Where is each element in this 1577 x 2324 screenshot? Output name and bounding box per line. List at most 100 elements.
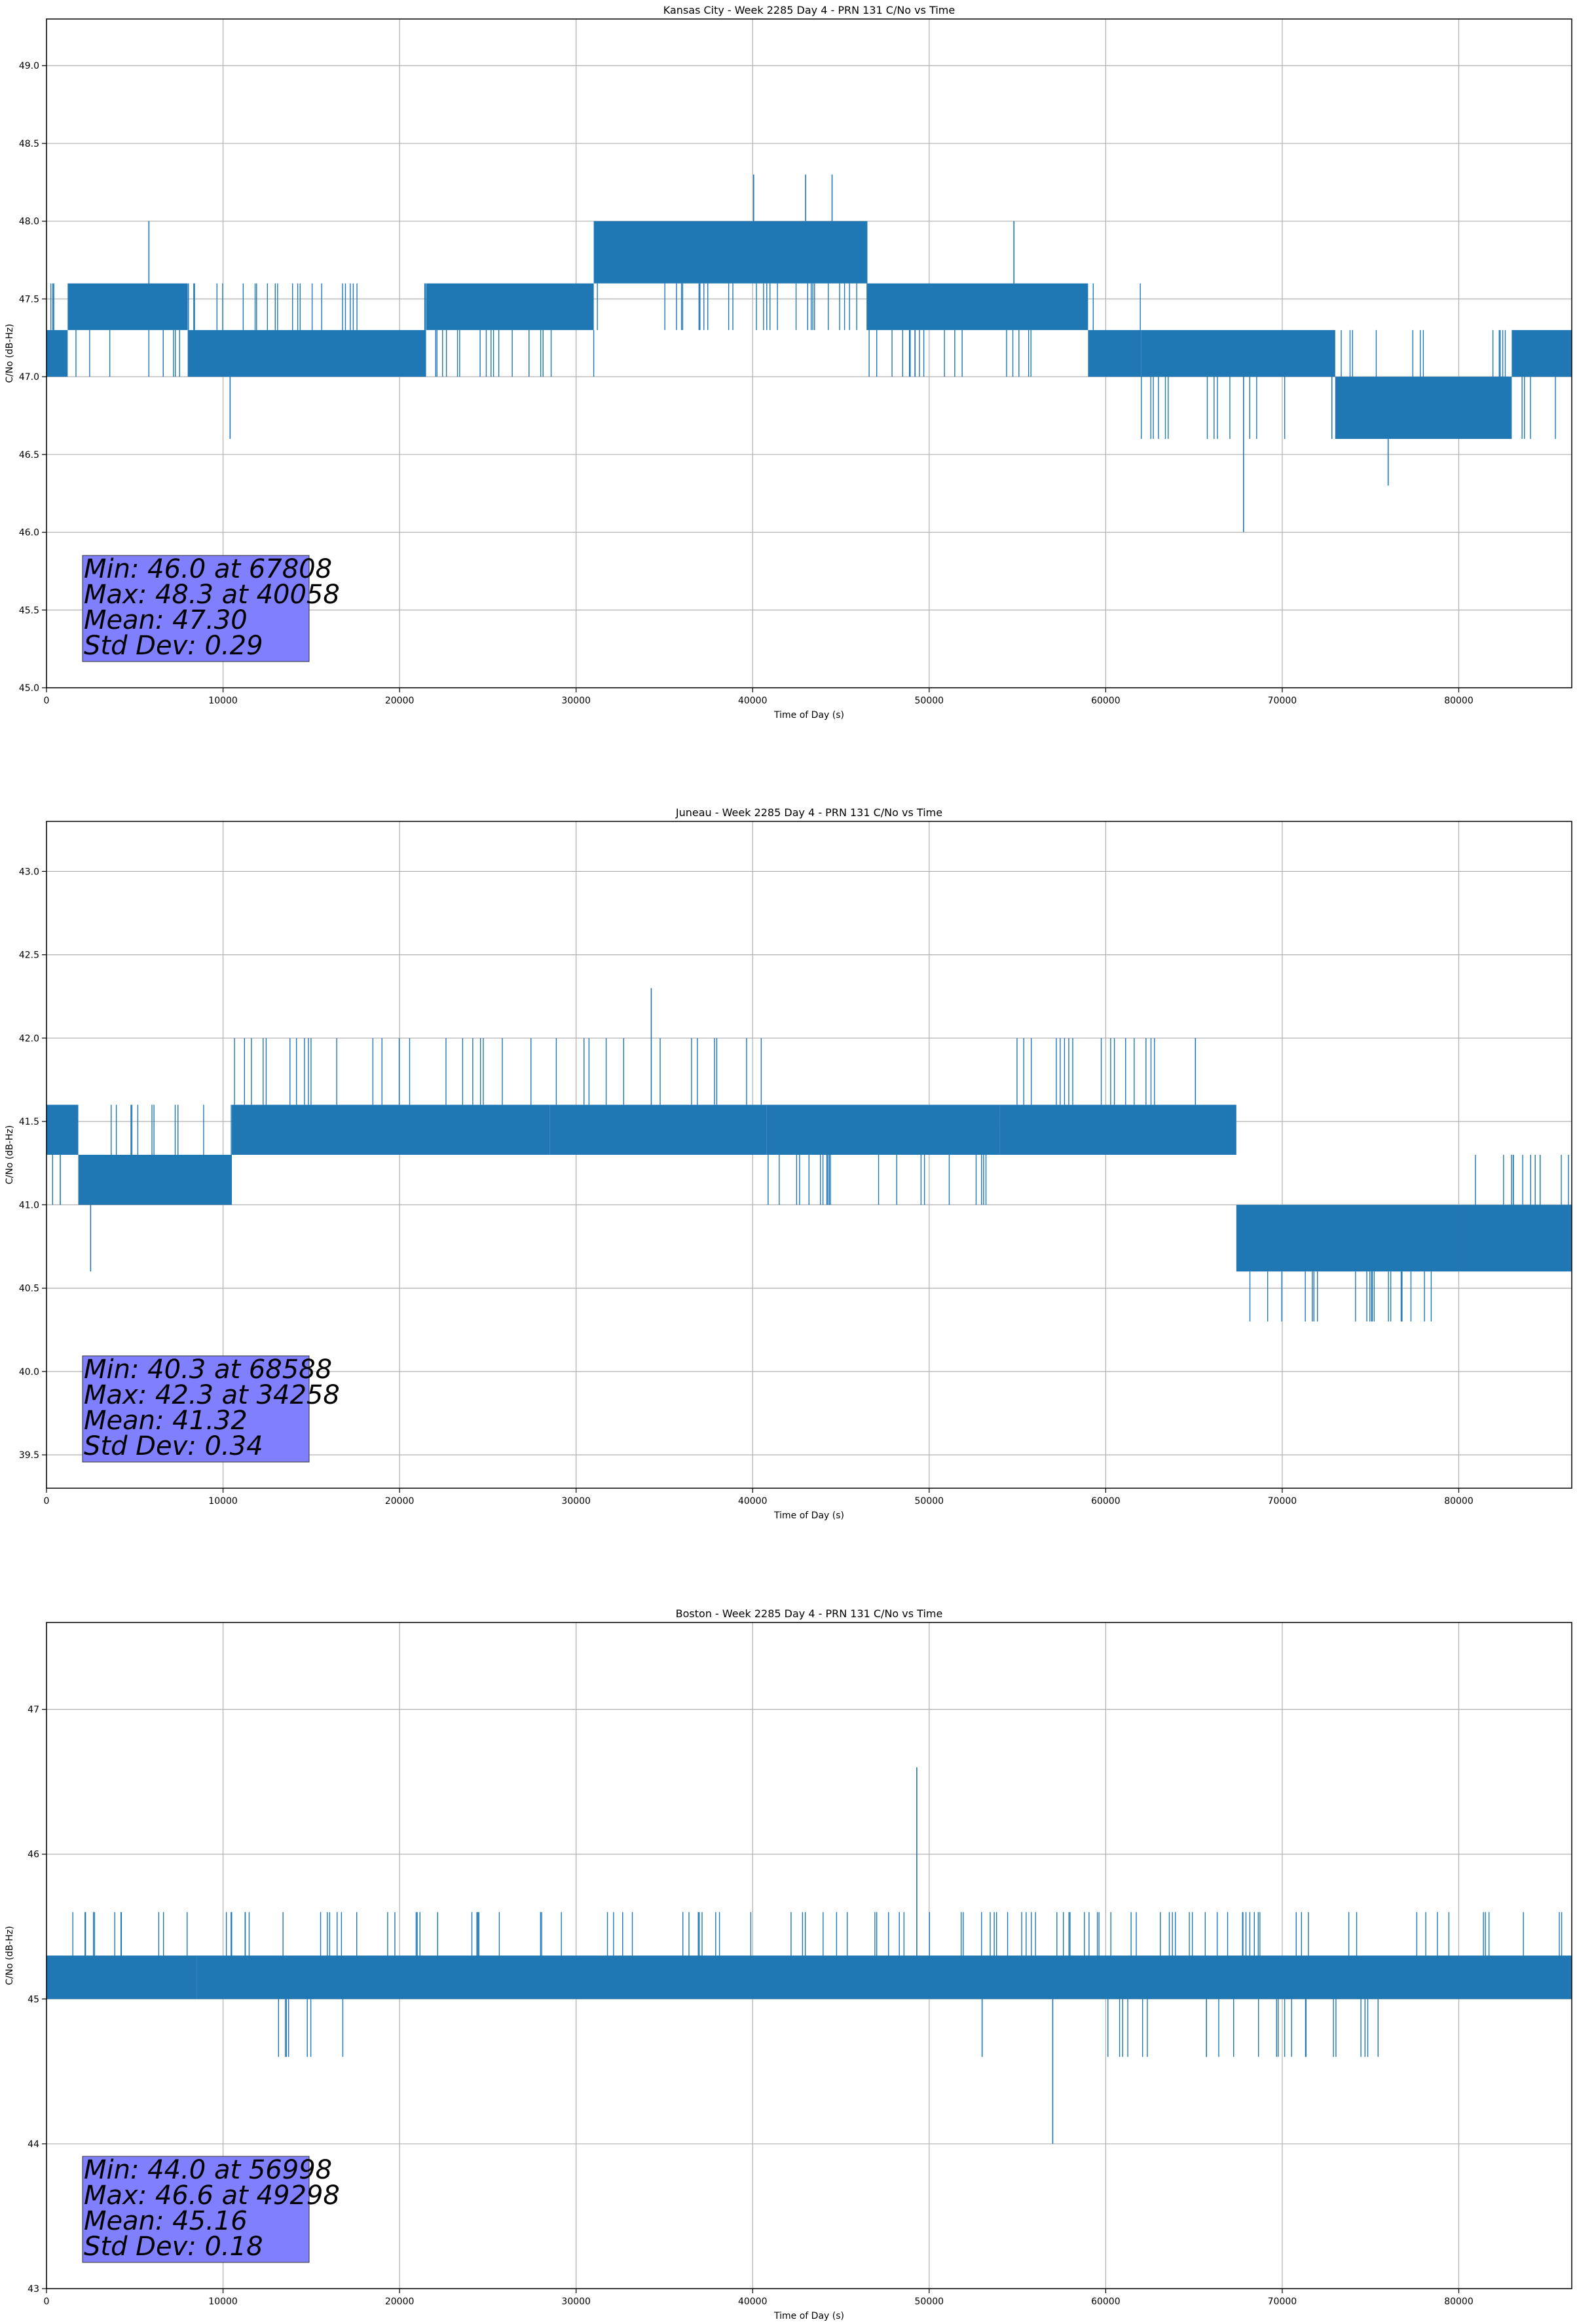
stats-line: Min: 46.0 at 67808 bbox=[84, 554, 332, 584]
x-tick-label: 40000 bbox=[738, 2296, 768, 2307]
y-tick-label: 44 bbox=[28, 2139, 39, 2150]
data-band bbox=[549, 1104, 767, 1155]
stats-line: Max: 48.3 at 40058 bbox=[84, 580, 340, 610]
x-tick-label: 10000 bbox=[208, 2296, 238, 2307]
stats-box-background bbox=[82, 2156, 310, 2263]
y-axis-label: C/No (dB-Hz) bbox=[5, 1125, 15, 1184]
y-tick-label: 42.5 bbox=[19, 950, 39, 961]
x-tick-label: 0 bbox=[44, 1496, 50, 1507]
x-tick-label: 70000 bbox=[1268, 1496, 1297, 1507]
x-tick-label: 50000 bbox=[915, 2296, 944, 2307]
data-band bbox=[766, 1104, 1000, 1155]
x-tick-label: 70000 bbox=[1268, 2296, 1297, 2307]
series-line bbox=[46, 174, 1572, 533]
y-tick-label: 49.0 bbox=[19, 61, 39, 71]
stats-line: Std Dev: 0.29 bbox=[84, 631, 263, 661]
stats-line: Std Dev: 0.34 bbox=[84, 1431, 263, 1461]
data-band bbox=[1458, 1205, 1572, 1272]
chart-title: Boston - Week 2285 Day 4 - PRN 131 C/No … bbox=[676, 1607, 943, 1620]
x-tick-label: 10000 bbox=[208, 1496, 238, 1507]
x-tick-label: 60000 bbox=[1091, 1496, 1121, 1507]
data-band bbox=[67, 283, 188, 330]
y-tick-label: 45.0 bbox=[19, 683, 39, 694]
y-axis-label: C/No (dB-Hz) bbox=[5, 1926, 15, 1985]
series-line bbox=[46, 988, 1572, 1322]
series-line bbox=[46, 1767, 1572, 2144]
x-axis-label: Time of Day (s) bbox=[773, 2311, 844, 2321]
data-band bbox=[187, 329, 426, 377]
data-band bbox=[593, 221, 868, 284]
data-band bbox=[196, 1955, 1572, 1999]
x-tick-label: 20000 bbox=[385, 1496, 415, 1507]
plot-frame bbox=[46, 1622, 1572, 2289]
ticks: 0 10000 20000 30000 40000 50000 60000 70000 8000… bbox=[19, 61, 1474, 706]
x-tick-label: 40000 bbox=[738, 1496, 768, 1507]
y-tick-label: 47.0 bbox=[19, 372, 39, 383]
stats-line: Std Dev: 0.18 bbox=[84, 2232, 263, 2262]
y-tick-label: 40.5 bbox=[19, 1284, 39, 1294]
stats-line: Max: 46.6 at 49298 bbox=[84, 2181, 340, 2211]
y-tick-label: 39.5 bbox=[19, 1450, 39, 1461]
x-tick-label: 60000 bbox=[1091, 696, 1121, 706]
chart-1: 0 10000 20000 30000 40000 50000 60000 70000 8000… bbox=[5, 4, 1572, 721]
plot-frame bbox=[46, 821, 1572, 1489]
stats-box-background bbox=[82, 1355, 310, 1463]
ticks: 0 10000 20000 30000 40000 50000 60000 70000 8000… bbox=[28, 1705, 1474, 2307]
data-band bbox=[1141, 329, 1335, 377]
stats-line: Mean: 45.16 bbox=[84, 2206, 248, 2236]
y-tick-label: 48.5 bbox=[19, 139, 39, 149]
x-tick-label: 60000 bbox=[1091, 2296, 1121, 2307]
x-tick-label: 20000 bbox=[385, 696, 415, 706]
x-axis-label: Time of Day (s) bbox=[773, 710, 844, 721]
data-band bbox=[1236, 1205, 1459, 1272]
x-tick-label: 0 bbox=[44, 2296, 50, 2307]
data-band bbox=[999, 1104, 1236, 1155]
chart-2: 0 10000 20000 30000 40000 50000 60000 70000 8000… bbox=[5, 806, 1572, 1521]
x-tick-label: 70000 bbox=[1268, 696, 1297, 706]
y-tick-label: 42.0 bbox=[19, 1034, 39, 1044]
stats-line: Mean: 41.32 bbox=[84, 1406, 248, 1436]
chart-title: Kansas City - Week 2285 Day 4 - PRN 131 … bbox=[663, 4, 955, 16]
y-tick-label: 41.5 bbox=[19, 1117, 39, 1127]
y-tick-label: 45.5 bbox=[19, 605, 39, 616]
x-axis-label: Time of Day (s) bbox=[773, 1510, 844, 1521]
x-tick-label: 30000 bbox=[561, 1496, 591, 1507]
x-tick-label: 0 bbox=[44, 696, 50, 706]
y-tick-label: 47.5 bbox=[19, 294, 39, 305]
plot-frame bbox=[46, 18, 1572, 688]
data-band bbox=[867, 283, 1088, 330]
data-band bbox=[426, 283, 594, 330]
data-band bbox=[1088, 329, 1141, 377]
y-tick-label: 45 bbox=[28, 1995, 39, 2005]
y-tick-label: 43 bbox=[28, 2284, 39, 2295]
x-tick-label: 50000 bbox=[915, 1496, 944, 1507]
y-tick-label: 43.0 bbox=[19, 867, 39, 877]
stats-line: Mean: 47.30 bbox=[84, 605, 248, 635]
x-tick-label: 40000 bbox=[738, 696, 768, 706]
data-band bbox=[78, 1155, 232, 1205]
x-tick-label: 80000 bbox=[1444, 1496, 1474, 1507]
y-tick-label: 40.0 bbox=[19, 1367, 39, 1378]
chart-3: 0 10000 20000 30000 40000 50000 60000 70000 8000… bbox=[5, 1607, 1572, 2321]
data-band bbox=[46, 1104, 79, 1155]
data-band bbox=[1512, 329, 1572, 377]
data-band bbox=[46, 1955, 197, 1999]
x-tick-label: 80000 bbox=[1444, 696, 1474, 706]
stats-line: Min: 40.3 at 68588 bbox=[84, 1355, 332, 1385]
x-tick-label: 80000 bbox=[1444, 2296, 1474, 2307]
x-tick-label: 30000 bbox=[561, 696, 591, 706]
stats-line: Min: 44.0 at 56998 bbox=[84, 2155, 332, 2185]
y-tick-label: 47 bbox=[28, 1705, 39, 1715]
ticks: 0 10000 20000 30000 40000 50000 60000 70000 8000… bbox=[19, 867, 1474, 1507]
stats-box-background bbox=[82, 555, 310, 662]
stats-line: Max: 42.3 at 34258 bbox=[84, 1380, 340, 1410]
data-band bbox=[232, 1104, 550, 1155]
x-tick-label: 30000 bbox=[561, 2296, 591, 2307]
y-tick-label: 46.5 bbox=[19, 450, 39, 460]
y-axis-label: C/No (dB-Hz) bbox=[5, 324, 15, 383]
y-tick-label: 46.0 bbox=[19, 528, 39, 538]
